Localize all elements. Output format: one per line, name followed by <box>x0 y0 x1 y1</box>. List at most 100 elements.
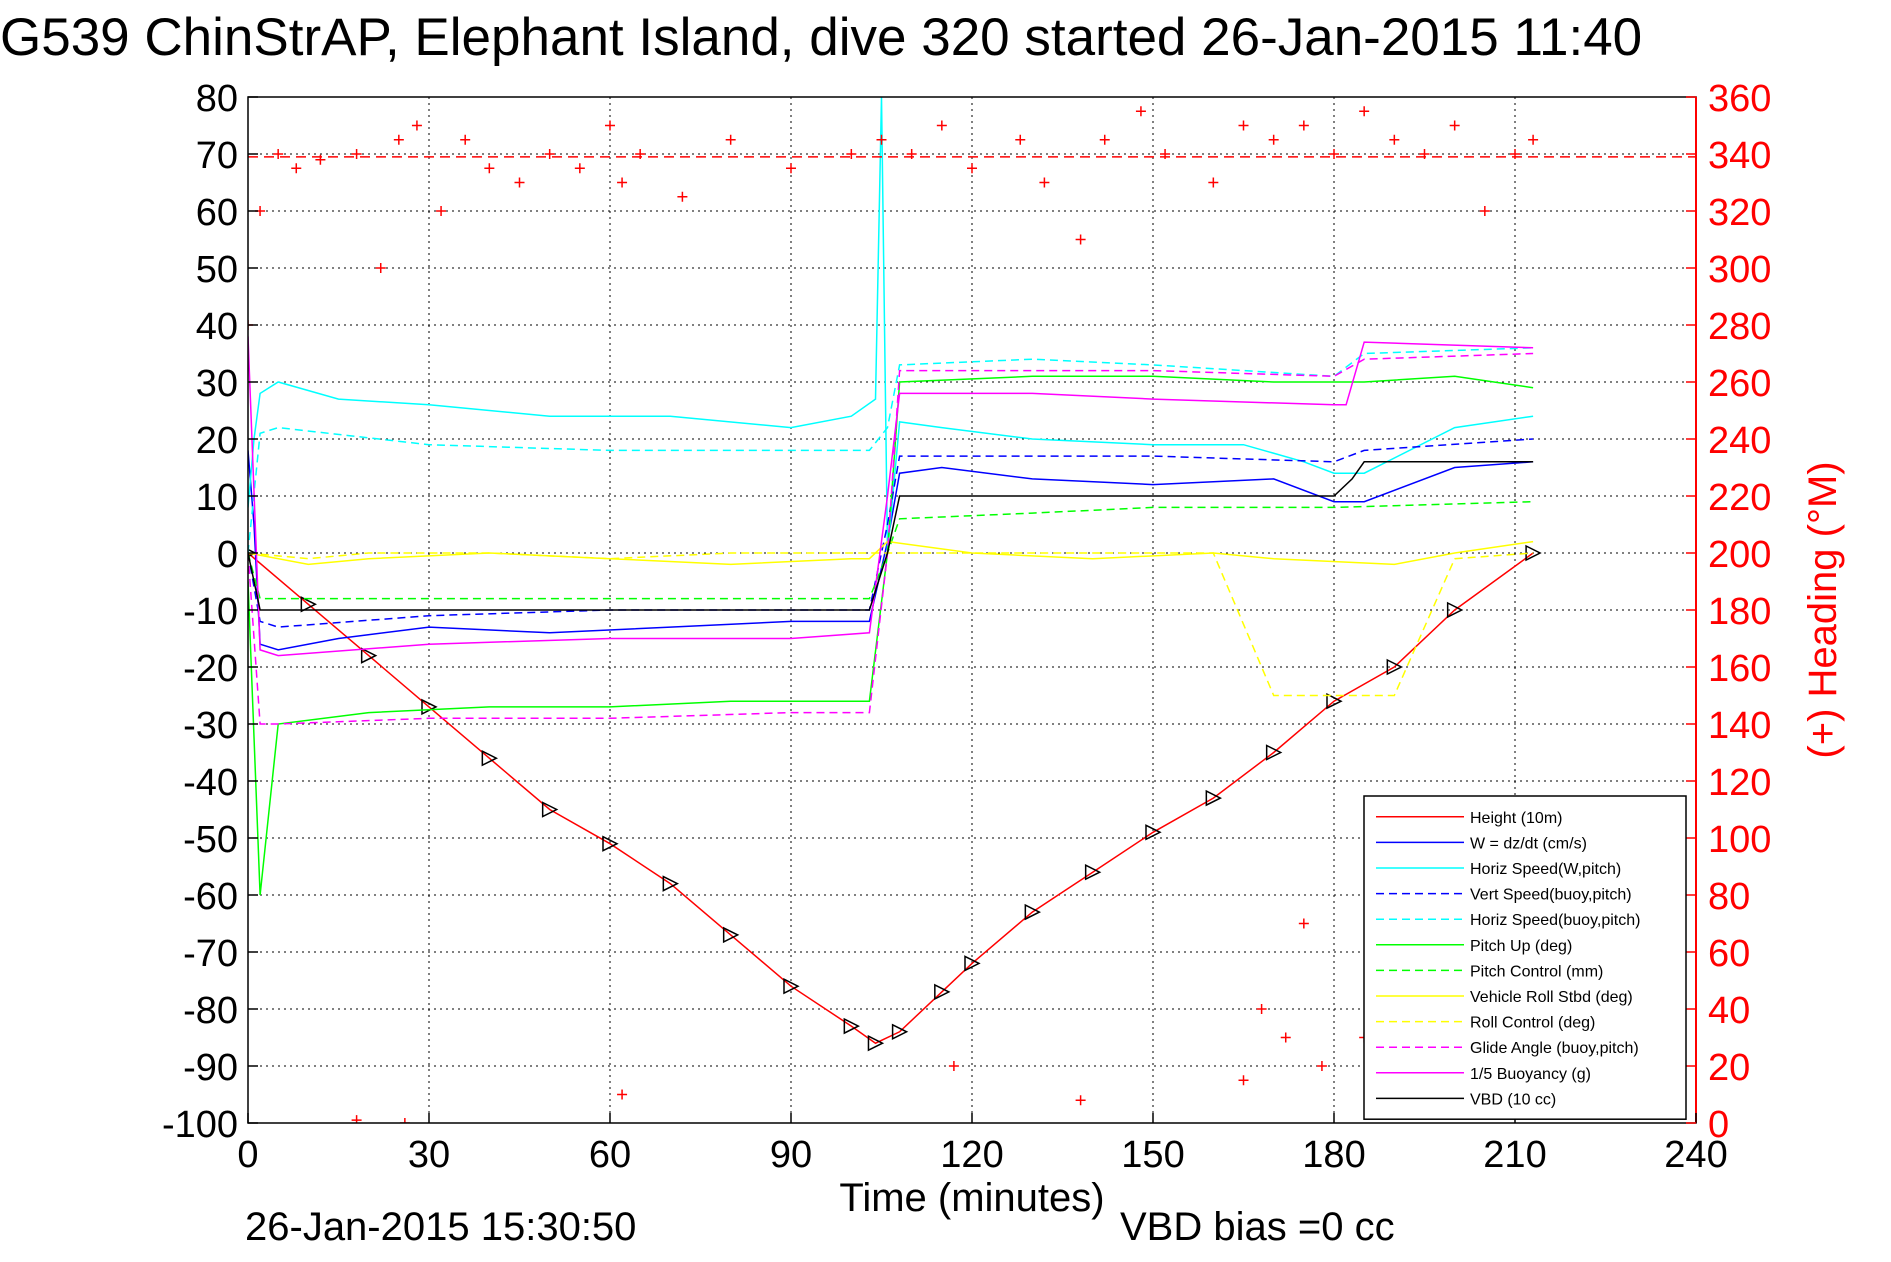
y2-axis-label: (+) Heading (°M) <box>1801 461 1845 758</box>
series-vert-speed-buoy-pitch- <box>248 438 1534 628</box>
heading-point <box>1389 134 1400 145</box>
legend: Height (10m) W = dz/dt (cm/s) Horiz Speed(… <box>1363 795 1687 1120</box>
height-marker <box>481 749 499 767</box>
heading-point <box>1238 120 1249 131</box>
y2-tick-label: 340 <box>1708 135 1771 177</box>
y2-tick-label: 220 <box>1708 477 1771 519</box>
footer-timestamp: 26-Jan-2015 15:30:50 <box>245 1205 636 1249</box>
height-marker <box>934 983 951 1001</box>
series-horiz-speed-w-pitch- <box>248 97 1534 554</box>
legend-label: VBD (10 cc) <box>1470 1091 1556 1108</box>
x-tick-label: 60 <box>589 1134 631 1176</box>
y-tick-label: 80 <box>196 78 238 120</box>
x-tick-label: 240 <box>1664 1134 1727 1176</box>
y-tick-label: -100 <box>162 1104 238 1146</box>
height-marker <box>1265 744 1283 761</box>
x-tick-label: 30 <box>408 1134 450 1176</box>
series-layer <box>248 97 1696 1123</box>
series-vbd-10-cc- <box>248 461 1534 611</box>
series-vehicle-roll-stbd-deg- <box>248 540 1534 566</box>
heading-point <box>484 163 495 174</box>
heading-point <box>375 263 386 273</box>
heading-point <box>291 163 302 174</box>
heading-point <box>514 177 525 188</box>
heading-point <box>460 134 471 145</box>
heading-point <box>1316 1061 1327 1071</box>
heading-point <box>1039 177 1050 188</box>
height-marker <box>300 596 318 613</box>
footer-vbd-bias: VBD bias =0 cc <box>1120 1205 1395 1249</box>
series-pitch-up-deg- <box>248 375 1534 896</box>
y-tick-label: -20 <box>183 648 238 690</box>
heading-point <box>846 149 857 159</box>
y-tick-label: -40 <box>183 762 238 804</box>
heading-point <box>1075 1095 1086 1106</box>
series-pitch-control-mm- <box>248 500 1534 600</box>
y2-tick-label: 60 <box>1708 933 1750 975</box>
height-marker <box>1326 692 1343 710</box>
heading-point <box>677 191 688 202</box>
legend-box <box>1363 795 1687 1120</box>
series-horiz-speed-buoy-pitch- <box>248 347 1534 554</box>
heading-point <box>1160 149 1171 159</box>
heading-point <box>1479 206 1490 216</box>
height-marker <box>1205 789 1223 807</box>
heading-point <box>1449 120 1460 131</box>
heading-point <box>436 206 447 216</box>
series-height-10m- <box>248 552 1534 1045</box>
y2-tick-label: 200 <box>1708 534 1771 576</box>
heading-point <box>1135 106 1146 117</box>
height-marker <box>541 801 559 818</box>
legend-label: Roll Control (deg) <box>1470 1015 1595 1032</box>
legend-label: 1/5 Buoyancy (g) <box>1470 1066 1591 1083</box>
x-tick-label: 0 <box>237 1134 258 1176</box>
y-tick-label: -60 <box>183 876 238 918</box>
heading-point <box>1015 134 1026 145</box>
y-tick-label: 50 <box>196 249 238 291</box>
legend-label: W = dz/dt (cm/s) <box>1470 835 1587 852</box>
heading-point <box>1238 1075 1249 1086</box>
heading-point <box>617 177 628 188</box>
height-marker <box>891 1023 909 1041</box>
x-tick-label: 90 <box>770 1134 812 1176</box>
legend-label: Horiz Speed(W,pitch) <box>1470 861 1621 878</box>
heading-point <box>1075 234 1086 245</box>
heading-point <box>1256 1004 1267 1014</box>
y2-tick-label: 0 <box>1708 1104 1729 1146</box>
y2-tick-label: 280 <box>1708 306 1771 348</box>
legend-label: Vert Speed(buoy,pitch) <box>1470 887 1632 904</box>
x-tick-label: 120 <box>940 1134 1003 1176</box>
heading-point <box>399 1118 410 1123</box>
heading-point <box>351 149 362 159</box>
y-tick-label: 0 <box>217 534 238 576</box>
heading-point <box>1528 134 1539 145</box>
series-1-5-buoyancy-g- <box>248 336 1534 657</box>
y2-tick-label: 40 <box>1708 990 1750 1032</box>
y-tick-label: 40 <box>196 306 238 348</box>
height-marker <box>1446 601 1464 619</box>
y-tick-label: -90 <box>183 1047 238 1089</box>
y2-tick-label: 100 <box>1708 819 1771 861</box>
chart-title: G539 ChinStrAP, Elephant Island, dive 32… <box>0 8 1642 67</box>
height-marker <box>964 955 981 972</box>
legend-label: Horiz Speed(buoy,pitch) <box>1470 912 1640 929</box>
heading-point <box>1208 177 1219 188</box>
heading-point <box>635 149 646 159</box>
heading-point <box>1268 134 1279 145</box>
heading-point <box>1298 120 1309 131</box>
legend-label: Vehicle Roll Stbd (deg) <box>1470 989 1633 1006</box>
legend-label: Pitch Control (mm) <box>1470 963 1603 980</box>
y2-tick-label: 80 <box>1708 876 1750 918</box>
y2-tick-label: 240 <box>1708 420 1771 462</box>
heading-point <box>393 134 404 145</box>
height-marker <box>1145 824 1162 841</box>
y2-tick-label: 180 <box>1708 591 1771 633</box>
y-tick-label: -70 <box>183 933 238 975</box>
heading-point <box>1099 134 1110 145</box>
heading-point <box>411 120 422 131</box>
heading-point <box>273 149 284 159</box>
y-tick-label: -80 <box>183 990 238 1032</box>
axes: 0 30 60 90 120 150 180 210 24080706050403020100-… <box>162 78 1771 1176</box>
heading-point <box>315 154 326 165</box>
y-tick-label: 30 <box>196 363 238 405</box>
